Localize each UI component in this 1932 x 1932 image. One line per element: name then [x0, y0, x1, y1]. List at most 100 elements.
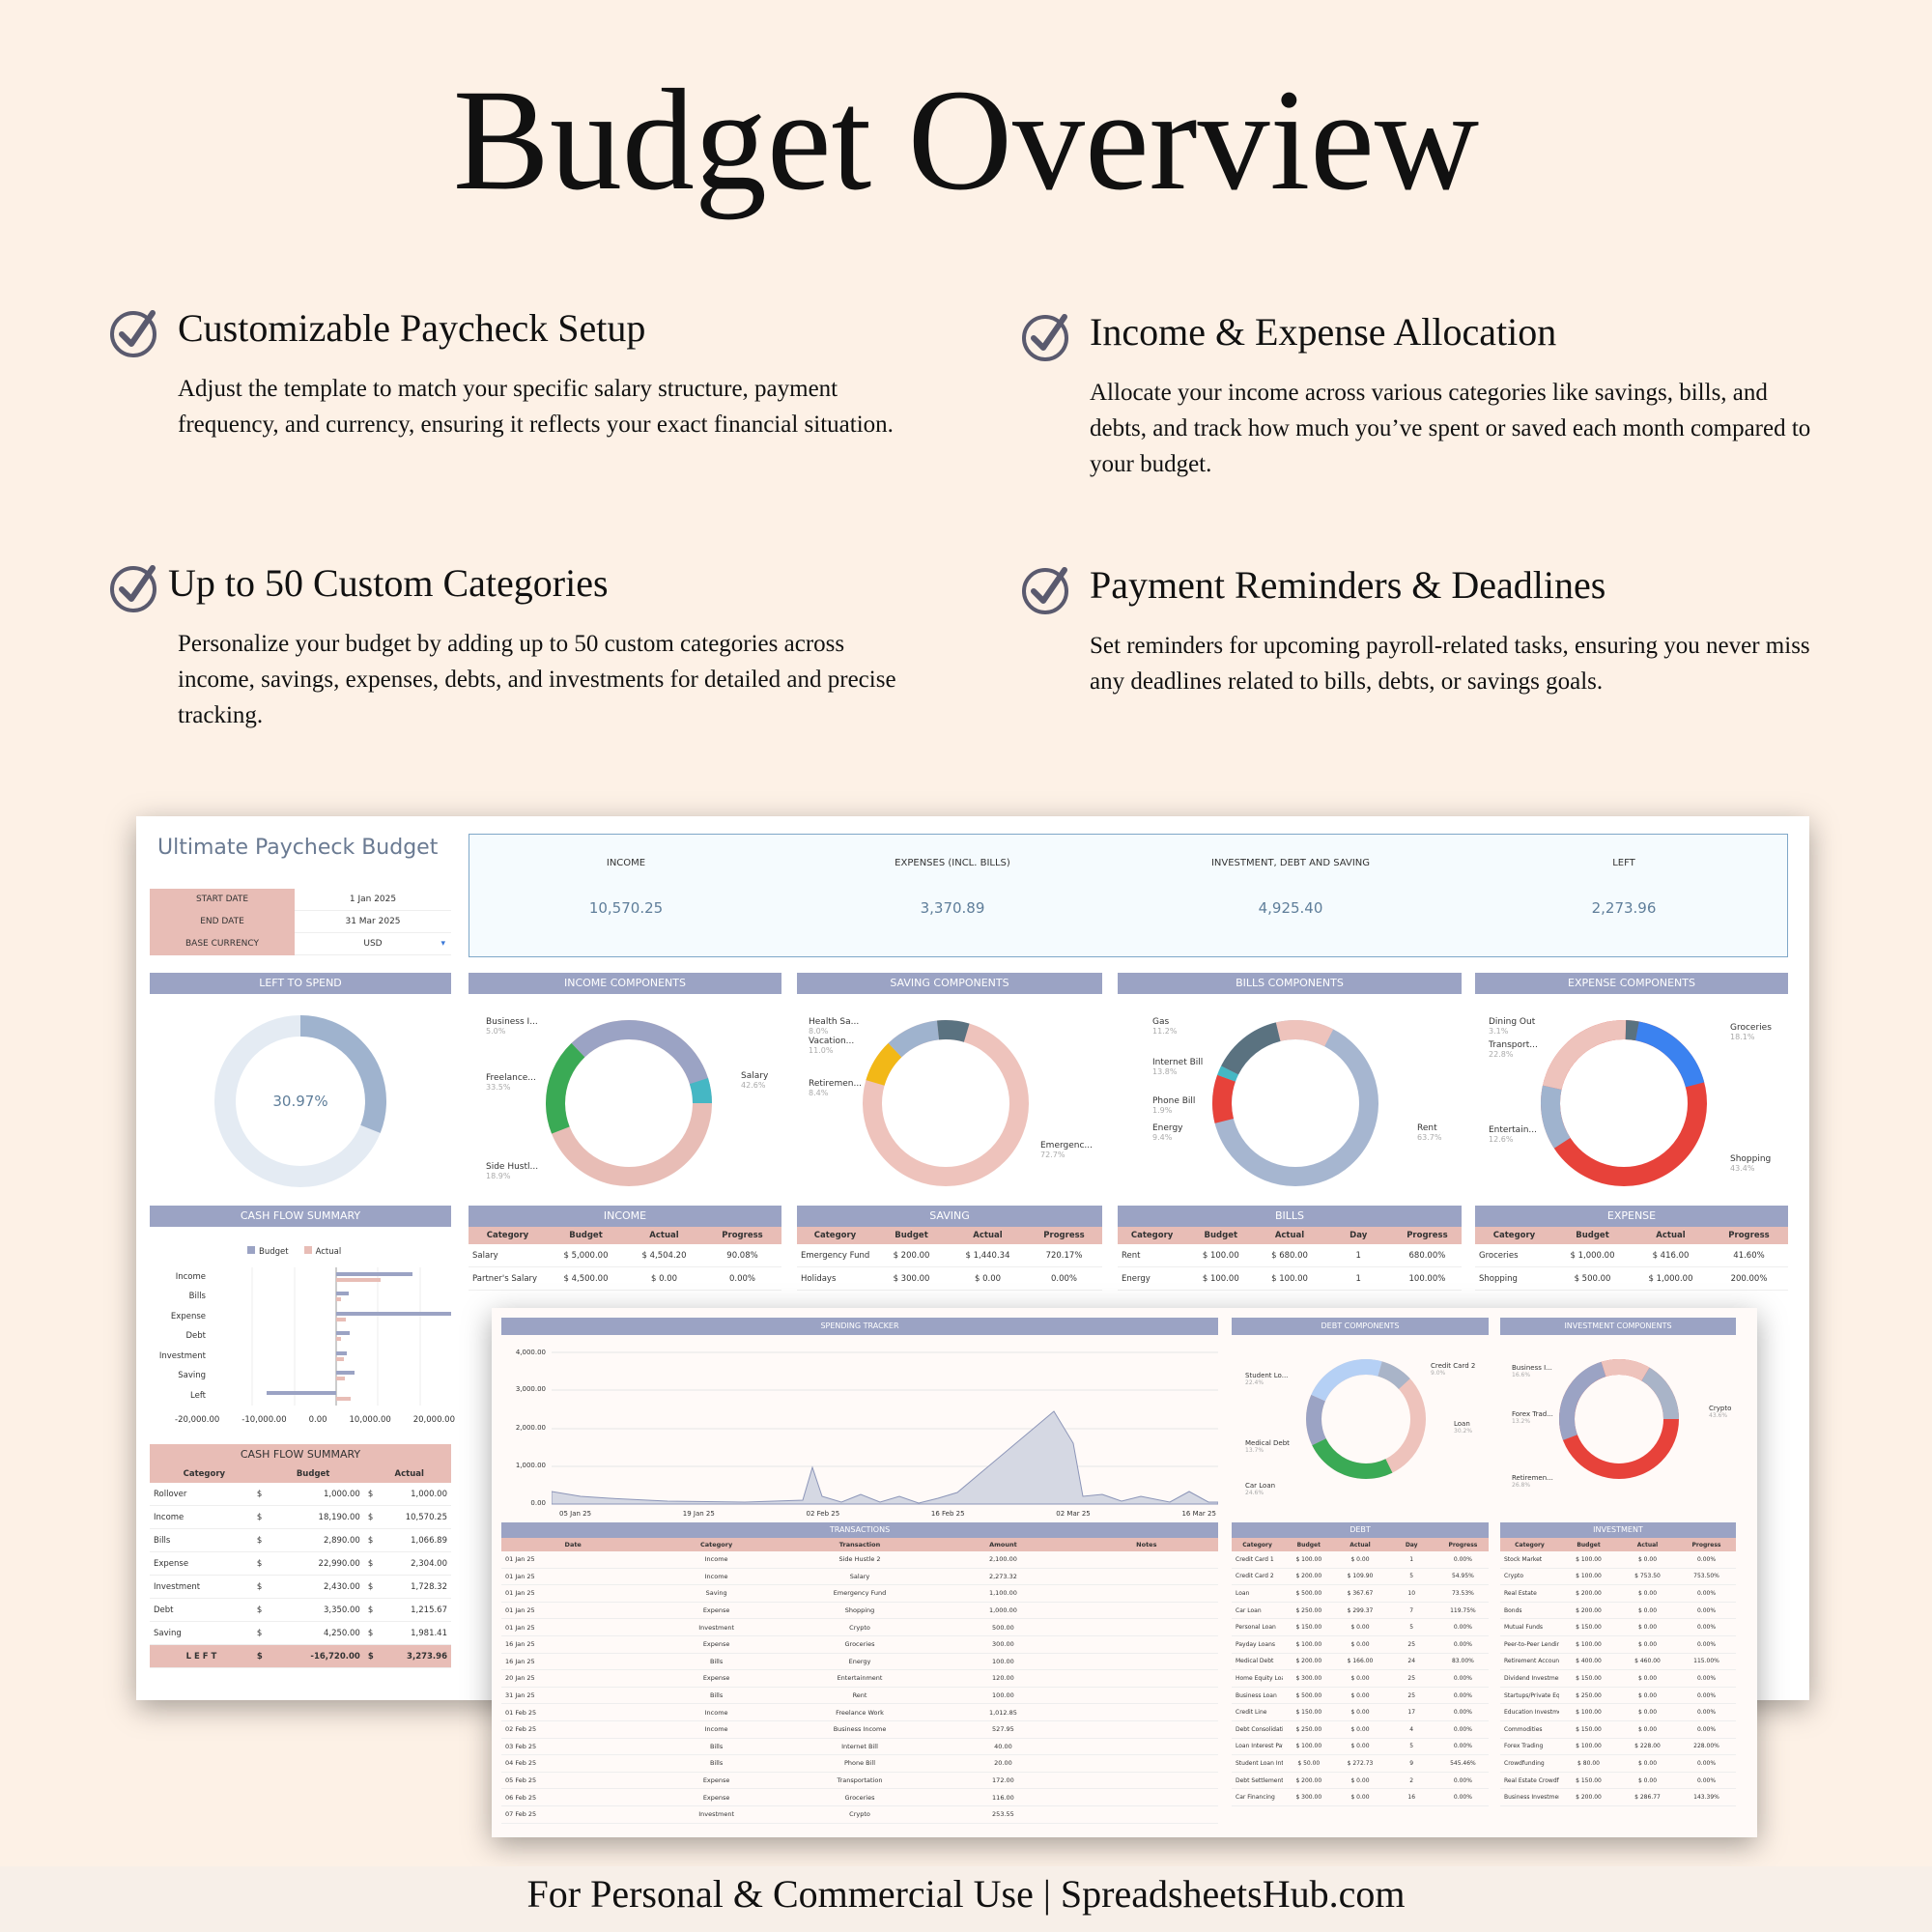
investment-row[interactable]: Stock Market $ 100.00 $ 0.00 0.00%	[1500, 1551, 1736, 1569]
table-cell: 100.00%	[1408, 1273, 1446, 1284]
table-cell: 04 Feb 25	[505, 1759, 537, 1768]
table-cell: Crypto	[1504, 1573, 1524, 1580]
debt-row[interactable]: Student Loan Interest $ 50.00 $ 272.73 9 545…	[1232, 1755, 1489, 1773]
cash-flow-row[interactable]: Income $18,190.00 $10,570.25	[150, 1506, 451, 1529]
table-cell: Expense	[702, 1606, 730, 1615]
debt-row[interactable]: Debt Settlement $ 200.00 $ 0.00 2 0.00%	[1232, 1773, 1489, 1790]
investment-row[interactable]: Startups/Private Equity $ 250.00 $ 0.00 0.0…	[1500, 1688, 1736, 1705]
table-cell: Loan	[1236, 1589, 1250, 1597]
debt-row[interactable]: Car Financing $ 300.00 $ 0.00 16 0.00%	[1232, 1789, 1489, 1806]
transaction-row[interactable]: 06 Feb 25 Expense Groceries 116.00	[501, 1789, 1218, 1806]
transaction-row[interactable]: 01 Jan 25 Investment Crypto 500.00	[501, 1619, 1218, 1636]
transaction-row[interactable]: 03 Feb 25 Bills Internet Bill 40.00	[501, 1739, 1218, 1756]
debt-row[interactable]: Medical Debt $ 200.00 $ 166.00 24 83.00%	[1232, 1654, 1489, 1671]
table-cell: 0.00%	[1696, 1759, 1717, 1767]
kpi-expenses: EXPENSES (INCL. BILLS) 3,370.89	[788, 858, 1117, 917]
cash-flow-row[interactable]: Bills $2,890.00 $1,066.89	[150, 1529, 451, 1552]
table-cell: $ 0.00	[1637, 1640, 1658, 1648]
table-cell: 0.00%	[1453, 1709, 1472, 1717]
column-header: Date	[564, 1541, 582, 1548]
table-row[interactable]: Salary $ 5,000.00 $ 4,504.20 90.08%	[469, 1244, 781, 1267]
investment-row[interactable]: Dividend Investments $ 150.00 $ 0.00 0.00%	[1500, 1670, 1736, 1688]
column-header: Progress	[1406, 1231, 1448, 1240]
debt-row[interactable]: Car Loan $ 250.00 $ 299.37 7 119.75%	[1232, 1603, 1489, 1620]
transaction-row[interactable]: 01 Jan 25 Income Side Hustle 2 2,100.00	[501, 1551, 1218, 1569]
debt-row[interactable]: Debt Consolidation $ 250.00 $ 0.00 4 0.00%	[1232, 1721, 1489, 1739]
table-cell: 01 Jan 25	[505, 1589, 535, 1598]
transaction-row[interactable]: 02 Feb 25 Income Business Income 527.95	[501, 1721, 1218, 1739]
debt-row[interactable]: Business Loan $ 500.00 $ 0.00 25 0.00%	[1232, 1688, 1489, 1705]
transaction-row[interactable]: 01 Jan 25 Income Salary 2,273.32	[501, 1569, 1218, 1586]
debt-row[interactable]: Loan Interest Payments $ 100.00 $ 0.00 5 0.0…	[1232, 1739, 1489, 1756]
investment-row[interactable]: Real Estate Crowdfunding $ 150.00 $ 0.00 0.…	[1500, 1773, 1736, 1790]
transaction-row[interactable]: 04 Feb 25 Bills Phone Bill 20.00	[501, 1755, 1218, 1773]
debt-row[interactable]: Credit Card 1 $ 100.00 $ 0.00 1 0.00%	[1232, 1551, 1489, 1569]
transaction-row[interactable]: 01 Jan 25 Saving Emergency Fund 1,100.00	[501, 1585, 1218, 1603]
table-cell: $ 0.00	[1350, 1725, 1370, 1733]
investment-row[interactable]: Retirement Accounts $ 400.00 $ 460.00 115.0…	[1500, 1654, 1736, 1671]
cash-flow-row[interactable]: Rollover $1,000.00 $1,000.00	[150, 1483, 451, 1506]
table-cell: 90.08%	[726, 1250, 758, 1261]
debt-label-credit-card: Credit Card 2 9.0%	[1431, 1362, 1476, 1377]
cash-flow-row[interactable]: Saving $4,250.00 $1,981.41	[150, 1622, 451, 1645]
cash-flow-row[interactable]: Expense $22,990.00 $2,304.00	[150, 1552, 451, 1576]
table-cell: $ 500.00	[1574, 1273, 1611, 1284]
column-header: Progress	[1448, 1541, 1478, 1548]
transaction-row[interactable]: 07 Feb 25 Investment Crypto 253.55	[501, 1806, 1218, 1824]
table-cell: 03 Feb 25	[505, 1742, 537, 1750]
transaction-row[interactable]: 16 Jan 25 Bills Energy 100.00	[501, 1654, 1218, 1671]
table-cell: Expense	[702, 1674, 730, 1683]
investment-row[interactable]: Crowdfunding $ 80.00 $ 0.00 0.00%	[1500, 1755, 1736, 1773]
end-date-field[interactable]: 31 Mar 2025	[295, 911, 451, 933]
investment-row[interactable]: Business Investment $ 200.00 $ 286.77 143.3…	[1500, 1789, 1736, 1806]
debt-row[interactable]: Credit Card 2 $ 200.00 $ 109.90 5 54.95%	[1232, 1569, 1489, 1586]
table-cell: $ 250.00	[1576, 1691, 1602, 1699]
cash-flow-row[interactable]: Debt $3,350.00 $1,215.67	[150, 1599, 451, 1622]
investment-row[interactable]: Commodities $ 150.00 $ 0.00 0.00%	[1500, 1721, 1736, 1739]
debt-label-medical: Medical Debt 13.7%	[1245, 1439, 1290, 1454]
start-date-field[interactable]: 1 Jan 2025	[295, 889, 451, 911]
table-row[interactable]: Rent $ 100.00 $ 680.00 1 680.00%	[1118, 1244, 1462, 1267]
table-row[interactable]: Partner's Salary $ 4,500.00 $ 0.00 0.00%	[469, 1267, 781, 1291]
table-row[interactable]: Holidays $ 300.00 $ 0.00 0.00%	[797, 1267, 1102, 1291]
table-cell: 25	[1407, 1691, 1416, 1699]
table-row[interactable]: Emergency Fund $ 200.00 $ 1,440.34 720.17%	[797, 1244, 1102, 1267]
table-row[interactable]: Shopping $ 500.00 $ 1,000.00 200.00%	[1475, 1267, 1788, 1291]
column-header: Category	[813, 1231, 857, 1240]
table-header: Category Budget Actual Day Progress	[1118, 1227, 1462, 1244]
transaction-row[interactable]: 05 Feb 25 Expense Transportation 172.00	[501, 1773, 1218, 1790]
saving-components-header: SAVING COMPONENTS	[797, 973, 1102, 994]
table-row[interactable]: Energy $ 100.00 $ 100.00 1 100.00%	[1118, 1267, 1462, 1291]
table-cell: 0.00%	[728, 1273, 755, 1284]
debt-row[interactable]: Personal Loan $ 150.00 $ 0.00 5 0.00%	[1232, 1619, 1489, 1636]
feature-custom-categories: Up to 50 Custom Categories Personalize y…	[108, 560, 939, 744]
investment-row[interactable]: Crypto $ 100.00 $ 753.50 753.50%	[1500, 1569, 1736, 1586]
investment-row[interactable]: Peer-to-Peer Lending $ 100.00 $ 0.00 0.00%	[1500, 1636, 1736, 1654]
table-cell: 4	[1409, 1725, 1414, 1733]
investment-row[interactable]: Education Investment $ 100.00 $ 0.00 0.00%	[1500, 1704, 1736, 1721]
table-cell: 4,250.00	[323, 1628, 360, 1638]
table-cell: 228.00%	[1693, 1743, 1719, 1750]
table-row[interactable]: Groceries $ 1,000.00 $ 416.00 41.60%	[1475, 1244, 1788, 1267]
table-cell: 0.00%	[1696, 1725, 1717, 1733]
investment-row[interactable]: Real Estate $ 200.00 $ 0.00 0.00%	[1500, 1585, 1736, 1603]
debt-row[interactable]: Home Equity Loan $ 300.00 $ 0.00 25 0.00%	[1232, 1670, 1489, 1688]
saving-label-emergency: Emergenc... 72.7%	[1040, 1141, 1094, 1159]
transaction-row[interactable]: 01 Feb 25 Income Freelance Work 1,012.85	[501, 1704, 1218, 1721]
table-cell: 1,066.89	[411, 1535, 447, 1546]
debt-row[interactable]: Loan $ 500.00 $ 367.67 10 73.53%	[1232, 1585, 1489, 1603]
debt-row[interactable]: Payday Loans $ 100.00 $ 0.00 25 0.00%	[1232, 1636, 1489, 1654]
transaction-row[interactable]: 16 Jan 25 Expense Groceries 300.00	[501, 1636, 1218, 1654]
transaction-row[interactable]: 31 Jan 25 Bills Rent 100.00	[501, 1688, 1218, 1705]
investment-table-header: INVESTMENT	[1500, 1522, 1736, 1538]
investment-row[interactable]: Forex Trading $ 100.00 $ 228.00 228.00%	[1500, 1739, 1736, 1756]
debt-row[interactable]: Credit Line $ 150.00 $ 0.00 17 0.00%	[1232, 1704, 1489, 1721]
investment-row[interactable]: Mutual Funds $ 150.00 $ 0.00 0.00%	[1500, 1619, 1736, 1636]
cash-flow-row[interactable]: Investment $2,430.00 $1,728.32	[150, 1576, 451, 1599]
transaction-row[interactable]: 20 Jan 25 Expense Entertainment 120.00	[501, 1670, 1218, 1688]
table-cell: Real Estate Crowdfunding	[1504, 1776, 1559, 1784]
table-cell: $ 100.00	[1576, 1709, 1602, 1717]
transaction-row[interactable]: 01 Jan 25 Expense Shopping 1,000.00	[501, 1603, 1218, 1620]
investment-row[interactable]: Bonds $ 200.00 $ 0.00 0.00%	[1500, 1603, 1736, 1620]
currency-select[interactable]: USD ▾	[295, 933, 451, 955]
